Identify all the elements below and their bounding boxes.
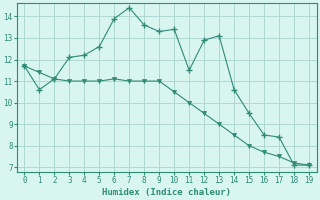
X-axis label: Humidex (Indice chaleur): Humidex (Indice chaleur) xyxy=(102,188,231,197)
